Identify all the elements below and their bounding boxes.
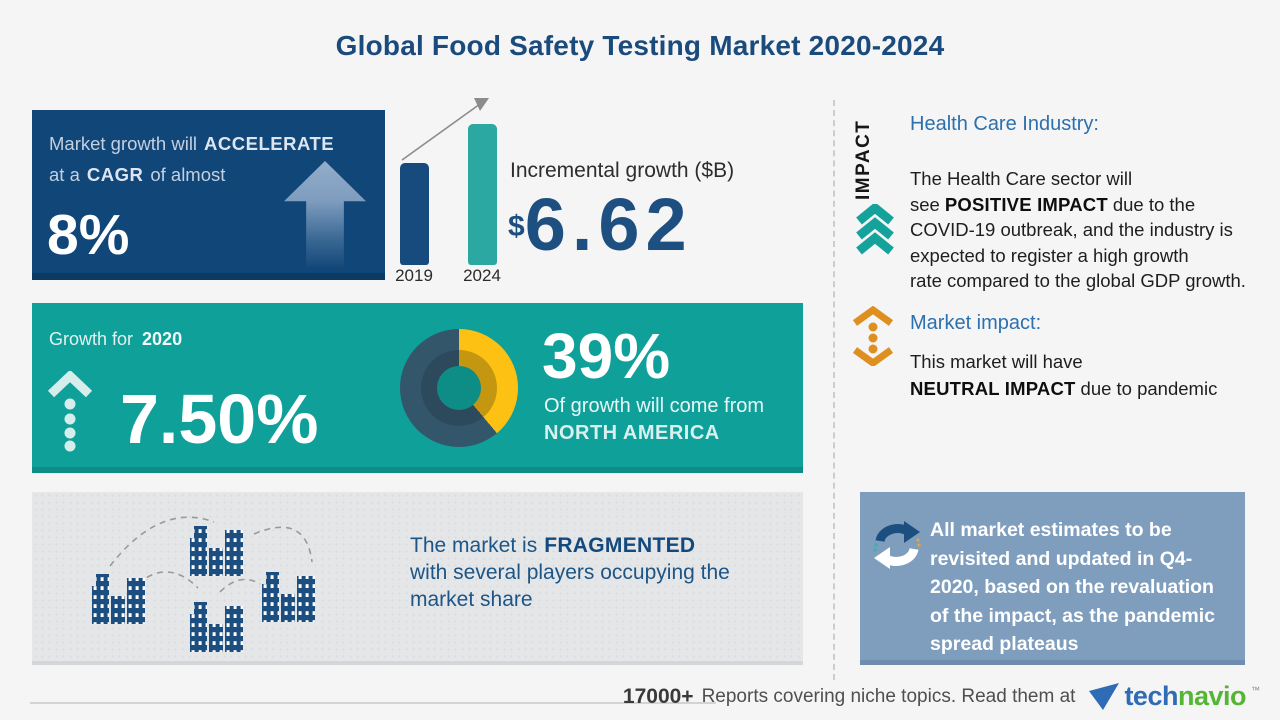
region-share-line: Of growth will come from	[544, 395, 765, 417]
health-line-1: The Health Care sector will	[910, 168, 1133, 189]
health-line2-a: see	[910, 193, 940, 215]
cagr-line2-c: of almost	[150, 164, 226, 185]
fragmented-line-1: The market is FRAGMENTED	[410, 532, 730, 559]
cagr-line1-bold: ACCELERATE	[204, 133, 335, 154]
market-line2-c: due to pandemic	[1080, 378, 1218, 399]
technavio-logo: technavio ™	[1089, 681, 1260, 712]
footer-text: Reports covering niche topics. Read them…	[701, 685, 1076, 707]
incremental-growth-value: $ 6.62	[508, 188, 693, 262]
health-line-2: see POSITIVE IMPACT due to the	[910, 192, 1246, 218]
health-line2-bold: POSITIVE IMPACT	[944, 193, 1108, 215]
cagr-line1-text: Market growth will	[49, 133, 198, 154]
health-line-4: expected to register a high growth	[910, 244, 1189, 266]
fragmented-box: The market is FRAGMENTED with several pl…	[32, 492, 803, 665]
growth-label: Growth for 2020	[49, 329, 803, 350]
donut-center	[437, 366, 481, 410]
note-line-3: 2020, based on the revaluation	[930, 576, 1214, 598]
buildings-illustration	[92, 516, 315, 652]
note-line-4: of the impact, as the pandemic	[930, 604, 1215, 627]
triple-chevron-up-icon	[856, 204, 894, 255]
fragmented-lead: The market is	[410, 534, 538, 557]
market-line-1: This market will have	[910, 351, 1083, 372]
growth-box: Growth for 2020 7.50% 39% Of growth will…	[32, 303, 803, 473]
trend-arrow-icon	[401, 98, 489, 161]
vertical-dashed-divider	[833, 100, 835, 680]
page-title: Global Food Safety Testing Market 2020-2…	[335, 30, 945, 61]
incremental-growth-number: 6.62	[524, 183, 693, 266]
market-impact-body: This market will have NEUTRAL IMPACT due…	[910, 348, 1217, 402]
market-line2-bold: NEUTRAL IMPACT	[910, 378, 1076, 399]
note-line-5: spread plateaus	[930, 633, 1079, 655]
region-share-pct: 39%	[542, 320, 671, 392]
health-care-title: Health Care Industry:	[910, 113, 1099, 135]
market-impact-title: Market impact:	[910, 312, 1042, 334]
cagr-box: Market growth will ACCELERATE at a CAGR …	[32, 110, 385, 280]
bar-label-2019: 2019	[395, 266, 433, 285]
logo-tech: tech	[1124, 681, 1178, 711]
logo-navio: navio	[1177, 681, 1247, 711]
footer-divider-line	[30, 702, 716, 704]
cagr-value: 8%	[47, 203, 130, 267]
currency-symbol: $	[508, 210, 525, 243]
refresh-icon	[873, 521, 921, 569]
note-line-1: All market estimates to be	[930, 519, 1172, 541]
trademark-symbol: ™	[1251, 685, 1260, 695]
cagr-line2-b: CAGR	[86, 164, 144, 185]
incremental-growth-label: Incremental growth ($B)	[510, 159, 735, 182]
region-share-name: NORTH AMERICA	[544, 422, 720, 444]
donut-chart	[400, 329, 518, 447]
fragmented-line-2: with several players occupying the	[410, 561, 730, 584]
impact-heading: IMPACT	[853, 119, 874, 200]
footer: 17000+ Reports covering niche topics. Re…	[623, 681, 1260, 712]
growth-label-year: 2020	[142, 329, 183, 349]
cagr-line2-a: at a	[49, 164, 80, 185]
technavio-logo-icon	[1089, 683, 1120, 710]
health-line2-c: due to the	[1112, 193, 1196, 215]
technavio-wordmark: technavio	[1124, 681, 1246, 712]
cagr-line-2: at a CAGR of almost	[49, 164, 385, 186]
note-box: All market estimates to be revisited and…	[860, 492, 1245, 665]
note-line-2: revisited and updated in Q4-	[930, 547, 1193, 570]
note-text: All market estimates to be revisited and…	[930, 516, 1215, 659]
fragmented-line-3: market share	[410, 588, 533, 611]
growth-value: 7.50%	[120, 380, 319, 458]
market-line-2: NEUTRAL IMPACT due to pandemic	[910, 375, 1217, 402]
health-line-5: rate compared to the global GDP growth.	[910, 270, 1246, 291]
bar-2024	[468, 124, 497, 265]
fragmented-text: The market is FRAGMENTED with several pl…	[410, 532, 730, 613]
bar-label-2024: 2024	[463, 266, 501, 285]
health-care-body: The Health Care sector will see POSITIVE…	[910, 166, 1246, 294]
growth-chevron-icon	[47, 371, 93, 452]
bar-2019	[400, 163, 429, 265]
growth-label-text: Growth for	[49, 329, 134, 349]
neutral-impact-icon	[852, 306, 894, 366]
fragmented-highlight: FRAGMENTED	[544, 534, 696, 557]
report-count: 17000+	[622, 684, 694, 708]
cagr-line-1: Market growth will ACCELERATE	[49, 133, 385, 155]
health-line-3: COVID-19 outbreak, and the industry is	[910, 219, 1233, 240]
